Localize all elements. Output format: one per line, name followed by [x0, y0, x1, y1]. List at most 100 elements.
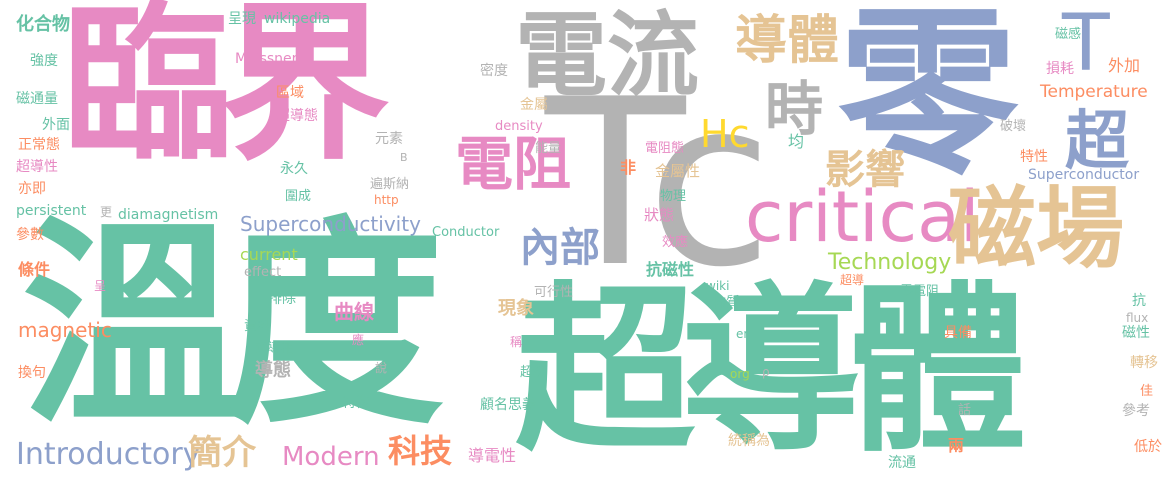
word-jin-shu: 金屬	[520, 97, 548, 113]
word-ju-bei: 具備	[944, 325, 972, 341]
word-chao-dao-ti-big: 超導體	[515, 267, 1027, 476]
word-yi-ji: 亦即	[18, 181, 46, 197]
word-wiki: wiki	[706, 279, 730, 293]
word-can-kao: 參考	[1122, 403, 1150, 419]
word-zhuan-yi: 轉移	[1130, 355, 1158, 371]
word-liang: 兩	[948, 436, 965, 455]
word-cheng-wei: 稱	[510, 335, 523, 349]
word-diamagnetism: diamagnetism	[118, 207, 219, 223]
word-fei: 非	[620, 158, 637, 177]
word-ying: 應	[352, 333, 365, 347]
word-qiang-du: 強度	[30, 53, 58, 69]
word-te-xing: 特性	[1020, 149, 1048, 165]
word-ling: 零	[838, 0, 1019, 199]
word-critical: critical	[745, 176, 980, 258]
word-te-zheng: 特徵	[342, 395, 370, 411]
word-superconductivity: Superconductivity	[240, 212, 421, 236]
word-po-huai: 破壞	[1000, 119, 1027, 134]
word-dian-liu: 電流	[515, 2, 700, 109]
word-dao-ti: 導體	[735, 11, 840, 71]
word-hua-he-wu: 化合物	[16, 14, 70, 35]
word-modern: Modern	[282, 442, 380, 472]
word-zi-liao: 資料	[244, 319, 271, 334]
word-t: T	[1062, 0, 1110, 89]
word-nei-bu: 內部	[520, 225, 600, 271]
word-wai-jia: 外加	[1108, 56, 1141, 75]
word-tc: Tc	[545, 51, 773, 318]
word-ci-tong-liang: 磁通量	[16, 91, 58, 107]
word-rho: ρ	[762, 365, 770, 379]
word-chao-dao-xing: 超導性	[16, 159, 58, 175]
word-chao-dao-xiang: 超導相	[255, 341, 295, 356]
word-tong-si-na: 遍斯納	[370, 177, 410, 192]
word-neng-liang: 能量	[535, 141, 562, 156]
word-dian-zu: 電阻	[455, 130, 572, 198]
word-chao-ji: 超級	[520, 365, 547, 380]
word-di-yu: 低於	[1134, 439, 1162, 455]
word-liu-tong: 流通	[888, 455, 916, 471]
word-wu-zhi: 物質	[712, 295, 740, 311]
word-kang: 抗	[1132, 293, 1146, 309]
word-qu-xian: 曲線	[334, 300, 374, 324]
word-shi: 時	[765, 75, 824, 143]
word-chao: 超	[1065, 105, 1129, 179]
word-effect: effect	[244, 265, 282, 280]
word-persistent: persistent	[16, 203, 87, 219]
word-superconductor: Superconductor	[1028, 167, 1140, 183]
word-hc: Hc	[700, 112, 750, 156]
word-sun-hao: 損耗	[1046, 61, 1074, 77]
word-ci-xing: 磁性	[1122, 325, 1150, 341]
word-yuan-su: 元素	[375, 131, 403, 147]
word-chao-dao-tai: 超導態	[276, 108, 318, 124]
word-ling-dian-zu: 零電阻	[900, 284, 940, 299]
word-flux: flux	[1126, 311, 1149, 325]
word-density: density	[495, 119, 543, 134]
word-jun: 均	[788, 132, 805, 151]
word-en: en	[736, 327, 751, 341]
word-dao-tai: 導態	[255, 360, 291, 381]
word-http: http	[374, 193, 399, 207]
word-temperature: Temperature	[1040, 82, 1148, 102]
word-lin-jie: 臨界	[62, 0, 390, 184]
word-magnetic: magnetic	[18, 318, 112, 342]
word-wai-mian: 外面	[42, 117, 70, 133]
word-tiao-jian: 條件	[18, 260, 51, 279]
word-geng: 更	[100, 205, 113, 219]
word-ci-gan: 磁感	[1055, 27, 1082, 42]
word-wikipedia: wikipedia	[264, 11, 331, 27]
word-xiao-ying: 效應	[662, 235, 689, 250]
word-wei-cheng: 圍成	[285, 189, 312, 204]
word-zhuang-tai: 狀態	[644, 206, 675, 224]
word-zhong: 中	[664, 399, 677, 413]
word-ke-xing-xing: 可行性	[534, 285, 574, 300]
word-gu-ming-si-yi: 顧名思義	[480, 397, 536, 413]
word-jian-jie: 簡介	[188, 433, 256, 473]
word-zheng-chang-tai: 正常態	[18, 137, 60, 153]
word-qu-yu: 區域	[276, 85, 304, 101]
word-meissner: Meissner	[235, 51, 298, 67]
word-cheng: 呈	[94, 279, 107, 293]
word-mi-du: 密度	[480, 63, 508, 79]
word-ying-xiang: 影響	[825, 147, 905, 193]
word-huan-ju: 換句	[18, 365, 46, 381]
word-wen-du: 溫度	[22, 198, 444, 454]
word-technology: Technology	[828, 250, 952, 275]
word-pai-chu: 排除	[268, 291, 296, 307]
word-ci-chang: 磁場	[948, 177, 1125, 280]
word-ke-ji: 科技	[388, 432, 453, 470]
word-xian-xiang: 現象	[498, 298, 534, 319]
word-chao-dao: 超導	[840, 273, 865, 287]
word-dian-zu-tai: 電阻態	[645, 141, 685, 156]
word-hua: 話	[958, 403, 972, 418]
word-yong-jiu: 永久	[280, 161, 308, 177]
word-jin-shu-xing: 金屬性	[655, 162, 701, 180]
word-conductor: Conductor	[432, 225, 500, 240]
word-shuo: 說	[375, 361, 388, 375]
word-dao-dian-xing: 導電性	[468, 446, 517, 465]
word-can-shu: 參數	[16, 227, 44, 243]
word-wu-li: 物理	[660, 189, 687, 204]
word-tong-cheng-wei: 統稱為	[728, 433, 770, 449]
word-b: B	[400, 151, 408, 164]
word-introductory: Introductory	[16, 437, 201, 472]
